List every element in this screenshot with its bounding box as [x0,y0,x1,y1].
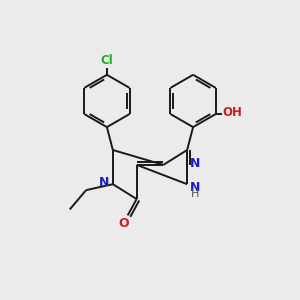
Text: OH: OH [222,106,242,119]
Text: N: N [190,157,201,170]
Text: H: H [191,189,200,199]
Text: O: O [118,217,129,230]
Text: Cl: Cl [100,54,113,68]
Text: N: N [190,181,201,194]
Text: N: N [99,176,110,189]
